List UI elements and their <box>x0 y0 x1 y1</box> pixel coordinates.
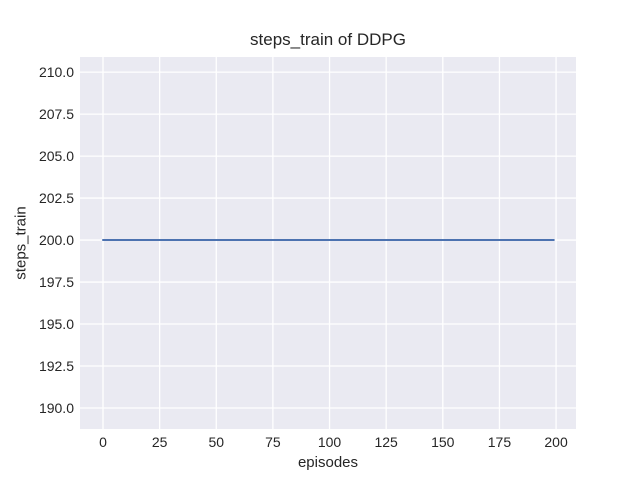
x-tick-label: 150 <box>431 434 455 450</box>
x-tick-label: 200 <box>544 434 568 450</box>
x-tick-label: 50 <box>208 434 224 450</box>
y-tick-label: 197.5 <box>39 274 74 290</box>
y-tick-label: 192.5 <box>39 358 74 374</box>
y-tick-label: 207.5 <box>39 106 74 122</box>
y-tick-label: 190.0 <box>39 400 74 416</box>
y-tick-label: 210.0 <box>39 64 74 80</box>
y-tick-label: 200.0 <box>39 232 74 248</box>
x-tick-label: 0 <box>99 434 107 450</box>
chart-title: steps_train of DDPG <box>250 30 406 49</box>
x-tick-label: 125 <box>374 434 398 450</box>
x-tick-label: 175 <box>488 434 512 450</box>
y-tick-label: 195.0 <box>39 316 74 332</box>
x-tick-label: 25 <box>152 434 168 450</box>
y-tick-label: 202.5 <box>39 190 74 206</box>
x-axis-label: episodes <box>297 454 359 471</box>
y-axis-label: steps_train <box>12 206 30 280</box>
x-tick-label: 100 <box>318 434 342 450</box>
axes-background <box>80 57 576 429</box>
y-tick-label: 205.0 <box>39 148 74 164</box>
x-tick-label: 75 <box>265 434 281 450</box>
